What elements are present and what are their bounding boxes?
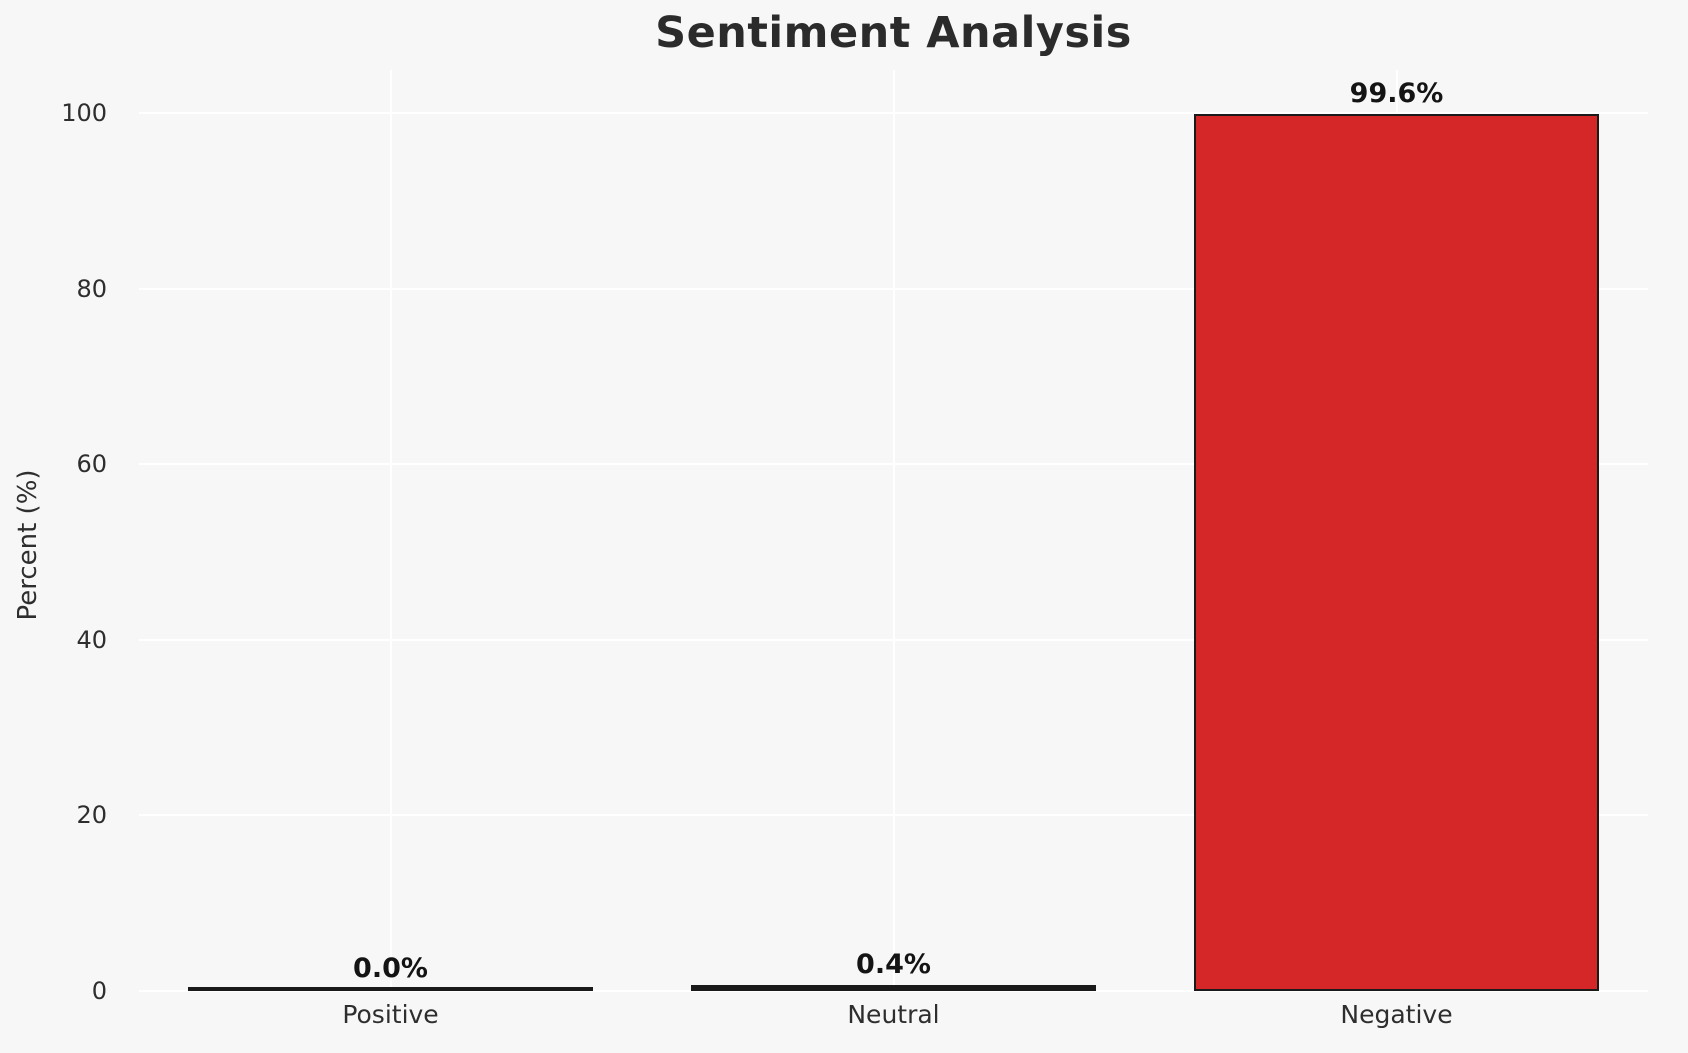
chart-title: Sentiment Analysis <box>655 8 1132 58</box>
y-tick-label-20: 20 <box>76 801 107 830</box>
value-label-neutral: 0.4% <box>856 948 931 980</box>
y-tick-label-40: 40 <box>76 625 107 654</box>
y-tick-label-100: 100 <box>61 99 107 127</box>
y-tick-label-80: 80 <box>76 274 107 303</box>
h-gridline-0 <box>139 990 1648 992</box>
y-axis-tick-labels: 0 20 40 60 80 100 <box>0 0 107 1053</box>
value-label-positive: 0.0% <box>353 952 428 984</box>
x-tick-label-positive: Positive <box>342 1000 439 1029</box>
value-label-negative: 99.6% <box>1349 78 1444 109</box>
bar-neutral <box>691 985 1096 991</box>
v-gridline-positive <box>389 70 392 991</box>
bar-negative <box>1194 114 1599 991</box>
x-tick-label-negative: Negative <box>1340 1000 1453 1029</box>
v-gridline-neutral <box>892 70 895 991</box>
plot-area <box>139 70 1648 992</box>
bar-positive <box>188 987 593 991</box>
y-tick-label-0: 0 <box>91 977 107 1005</box>
y-tick-label-60: 60 <box>76 450 107 479</box>
x-tick-label-neutral: Neutral <box>847 1000 940 1029</box>
